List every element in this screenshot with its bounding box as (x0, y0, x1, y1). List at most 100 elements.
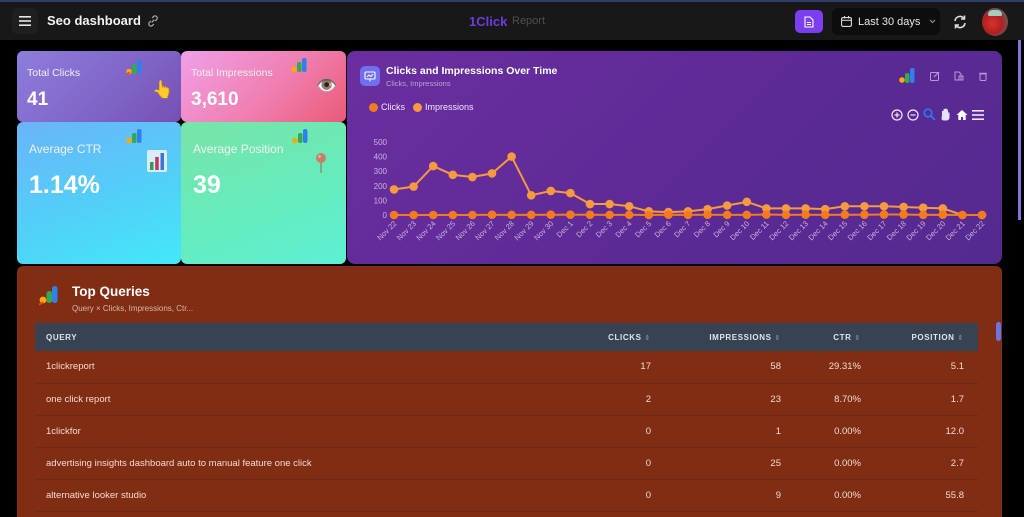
data-point[interactable] (526, 190, 536, 200)
data-point[interactable] (566, 188, 575, 198)
zoom-in-icon[interactable] (891, 108, 903, 121)
data-point[interactable] (468, 172, 477, 182)
data-point[interactable] (409, 210, 418, 220)
x-axis-tick-label: Nov 24 (414, 219, 437, 242)
x-axis-tick-label: Dec 12 (767, 219, 790, 242)
data-point[interactable] (938, 210, 948, 220)
legend-item-impressions[interactable]: Impressions (413, 102, 474, 112)
column-header-impressions[interactable]: IMPRESSIONS ⇕ (665, 323, 795, 351)
edit-icon[interactable] (930, 71, 940, 81)
data-point[interactable] (389, 210, 399, 220)
data-point[interactable] (958, 210, 967, 220)
kpi-card-average-position[interactable]: Average Position 39 (181, 122, 346, 264)
table-header-row: QUERY CLICKS ⇕ IMPRESSIONS ⇕ CTR ⇕ POSITION… (35, 323, 978, 351)
duplicate-icon[interactable] (954, 71, 964, 81)
data-point[interactable] (899, 202, 908, 212)
data-point[interactable] (448, 170, 458, 180)
table-row[interactable]: 1clickfor 0 1 0.00% 12.0 (35, 415, 978, 448)
data-point[interactable] (918, 203, 928, 212)
data-point[interactable] (546, 186, 556, 196)
kpi-card-total-clicks[interactable]: Total Clicks 41 👆 (17, 51, 181, 122)
column-header-position[interactable]: POSITION ⇕ (875, 323, 978, 351)
column-header-ctr[interactable]: CTR ⇕ (795, 323, 875, 351)
column-header-query[interactable]: QUERY (35, 323, 555, 351)
data-point[interactable] (722, 210, 732, 220)
table-row[interactable]: 1clickreport 17 58 29.31% 5.1 (35, 351, 978, 384)
link-icon[interactable] (146, 14, 160, 28)
data-point[interactable] (546, 210, 556, 220)
column-header-clicks[interactable]: CLICKS ⇕ (555, 323, 665, 351)
data-point[interactable] (566, 210, 575, 220)
zoom-out-icon[interactable] (907, 108, 919, 121)
data-point[interactable] (938, 204, 948, 213)
series-line-impressions (393, 155, 982, 216)
x-axis-tick-label: Dec 8 (692, 219, 712, 239)
data-point[interactable] (624, 210, 634, 220)
data-point[interactable] (526, 210, 536, 220)
user-avatar[interactable] (982, 8, 1008, 36)
data-point[interactable] (605, 199, 614, 209)
table-row[interactable]: alternative looker studio 0 9 0.00% 55.8 (35, 479, 978, 512)
table-row[interactable]: advertising insights dashboard auto to m… (35, 447, 978, 480)
data-point[interactable] (977, 210, 987, 220)
data-point[interactable] (801, 210, 810, 220)
data-point[interactable] (762, 204, 771, 213)
data-point[interactable] (703, 210, 712, 220)
data-point[interactable] (840, 210, 850, 220)
data-point[interactable] (624, 201, 634, 211)
pan-hand-icon[interactable] (940, 108, 952, 121)
data-point[interactable] (820, 210, 830, 220)
data-point[interactable] (409, 182, 418, 191)
data-point[interactable] (722, 201, 732, 210)
data-point[interactable] (487, 169, 497, 178)
data-point[interactable] (585, 210, 595, 220)
legend-item-clicks[interactable]: Clicks (369, 102, 405, 112)
data-point[interactable] (487, 210, 497, 220)
data-point[interactable] (742, 197, 752, 207)
data-point[interactable] (644, 210, 654, 220)
refresh-icon[interactable] (952, 14, 968, 30)
x-axis-tick-label: Dec 14 (806, 219, 829, 242)
y-axis-tick-label: 0 (383, 211, 388, 220)
menu-button[interactable] (12, 8, 38, 34)
table-scrollbar[interactable] (996, 322, 1001, 341)
data-point[interactable] (860, 201, 869, 211)
data-point[interactable] (507, 210, 516, 220)
reset-home-icon[interactable] (956, 109, 968, 121)
data-point[interactable] (762, 210, 771, 219)
x-axis-tick-label: Dec 6 (653, 219, 673, 239)
card-actions (898, 67, 988, 85)
data-point[interactable] (468, 210, 477, 220)
cell-ctr: 0.00% (795, 447, 875, 480)
data-point[interactable] (605, 210, 614, 220)
data-point[interactable] (840, 201, 850, 211)
data-point[interactable] (683, 210, 693, 220)
data-point[interactable] (879, 210, 889, 219)
date-range-picker[interactable]: Last 30 days (832, 8, 940, 35)
trash-icon[interactable] (978, 71, 988, 81)
map-pin-icon (316, 153, 326, 173)
data-point[interactable] (781, 210, 791, 220)
data-point[interactable] (448, 210, 458, 220)
cell-clicks: 0 (555, 479, 665, 512)
data-point[interactable] (742, 210, 752, 220)
data-point[interactable] (801, 204, 810, 213)
data-point[interactable] (428, 210, 438, 220)
data-point[interactable] (918, 210, 928, 220)
data-point[interactable] (585, 199, 595, 209)
data-point[interactable] (860, 210, 869, 220)
data-point[interactable] (879, 201, 889, 211)
chart-menu-icon[interactable] (972, 109, 984, 120)
data-point[interactable] (428, 161, 438, 171)
data-point[interactable] (389, 185, 399, 194)
data-point[interactable] (899, 210, 908, 219)
table-row[interactable]: one click report 2 23 8.70% 1.7 (35, 383, 978, 416)
report-document-button[interactable] (795, 10, 823, 33)
data-point[interactable] (664, 210, 673, 220)
data-point[interactable] (781, 204, 791, 213)
kpi-card-average-ctr[interactable]: Average CTR 1.14% (17, 122, 181, 264)
data-point[interactable] (507, 152, 516, 161)
kpi-card-total-impressions[interactable]: Total Impressions 3,610 👁️ (181, 51, 346, 122)
selection-zoom-icon[interactable] (923, 108, 936, 121)
